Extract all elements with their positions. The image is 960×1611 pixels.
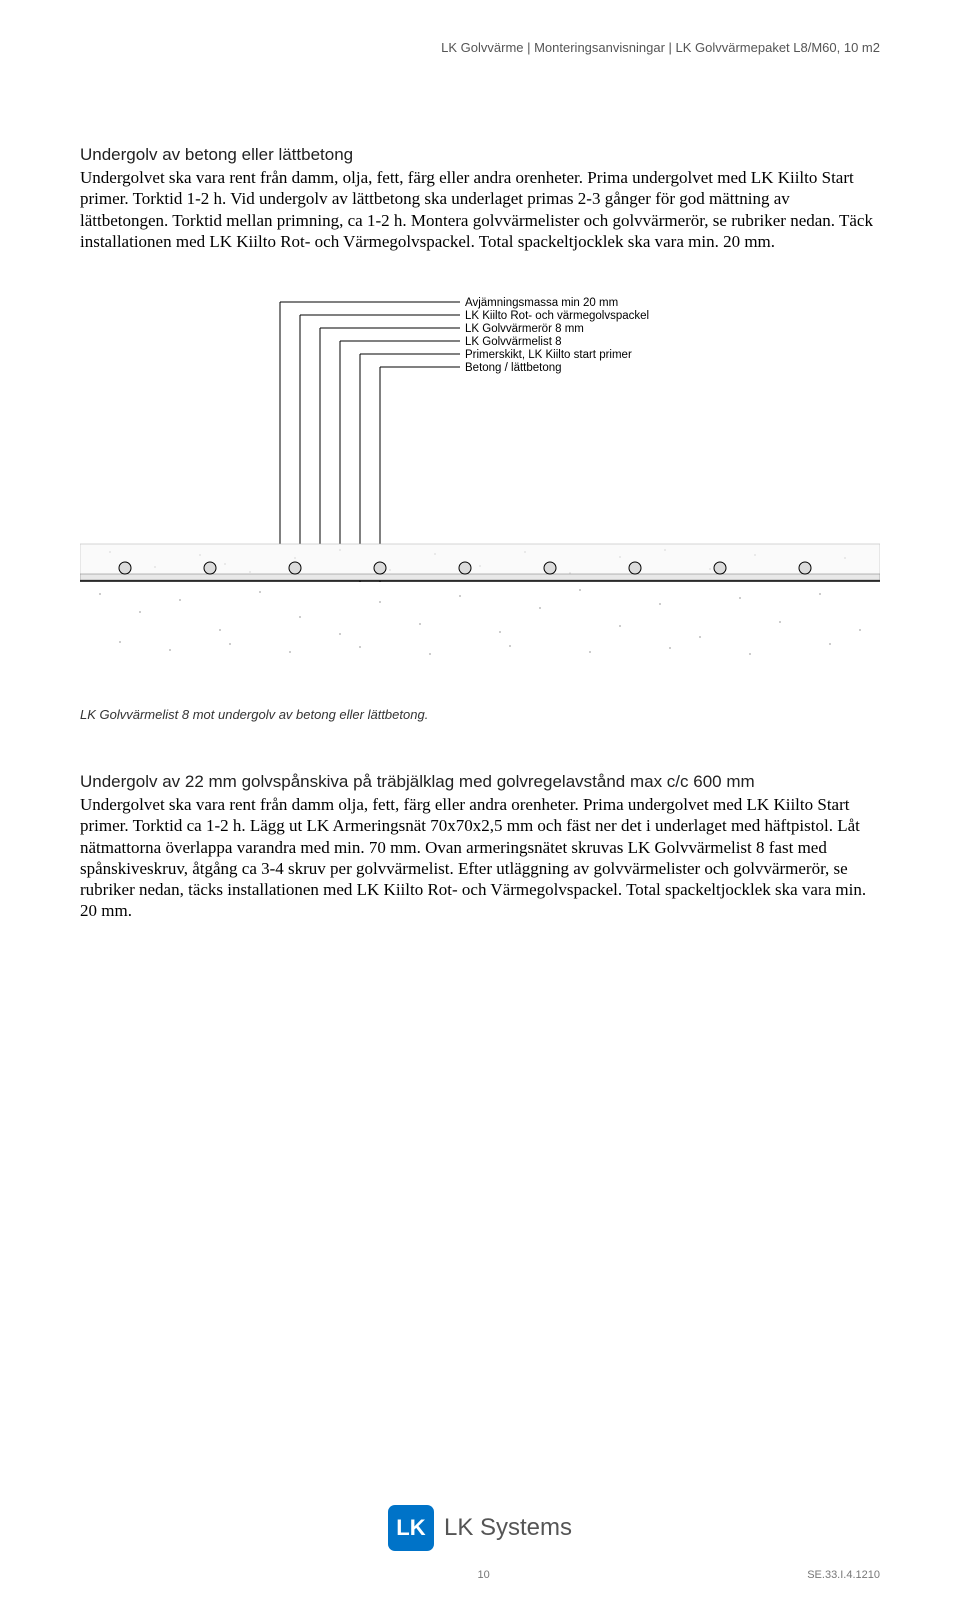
cross-section-diagram: Avjämningsmassa min 20 mm LK Kiilto Rot-… (80, 282, 880, 687)
footer-meta: 10 SE.33.I.4.1210 (0, 1569, 960, 1581)
section2-heading: Undergolv av 22 mm golvspånskiva på träb… (80, 772, 880, 792)
diagram-label-1: LK Kiilto Rot- och värmegolvspackel (465, 310, 649, 322)
diagram-label-2: LK Golvvärmerör 8 mm (465, 323, 584, 335)
section1-heading: Undergolv av betong eller lättbetong (80, 145, 880, 165)
page-footer: LK LK Systems 10 SE.33.I.4.1210 (0, 1505, 960, 1581)
diagram-svg: Avjämningsmassa min 20 mm LK Kiilto Rot-… (80, 282, 880, 682)
section2-body: Undergolvet ska vara rent från damm olja… (80, 794, 880, 922)
section1-body: Undergolvet ska vara rent från damm, olj… (80, 167, 880, 252)
logo: LK LK Systems (388, 1505, 572, 1551)
diagram-label-5: Betong / lättbetong (465, 362, 562, 374)
page-number: 10 (477, 1569, 489, 1581)
breadcrumb: LK Golvvärme | Monteringsanvisningar | L… (80, 40, 880, 55)
diagram-label-4: Primerskikt, LK Kiilto start primer (465, 349, 632, 361)
logo-text: LK Systems (444, 1514, 572, 1542)
golvvarmelist (80, 574, 880, 580)
diagram-label-0: Avjämningsmassa min 20 mm (465, 297, 618, 309)
concrete-layer (80, 582, 880, 662)
doc-code: SE.33.I.4.1210 (807, 1569, 880, 1581)
logo-badge: LK (388, 1505, 434, 1551)
diagram-label-3: LK Golvvärmelist 8 (465, 336, 562, 348)
diagram-caption: LK Golvvärmelist 8 mot undergolv av beto… (80, 707, 880, 722)
